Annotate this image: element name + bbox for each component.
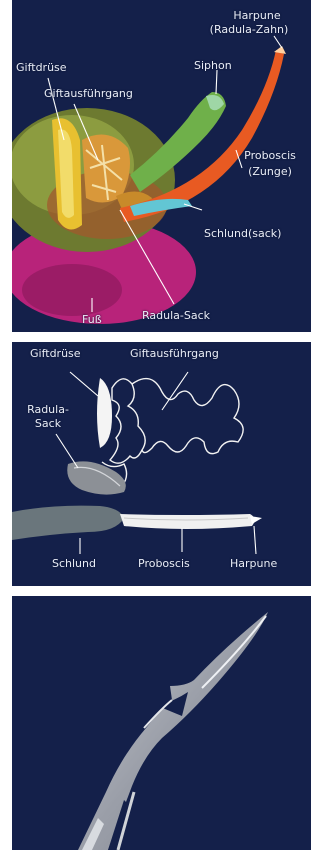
label-radula-2: Radula- — [27, 403, 69, 416]
venom-duct-shape — [82, 134, 130, 203]
proboscis-outline — [120, 514, 255, 529]
label-harpune-2: Harpune — [230, 557, 278, 570]
label-giftausfuehrgang-2: Giftausführgang — [130, 347, 219, 360]
anatomy-illustration — [12, 35, 286, 324]
harpoon-barb-notch — [158, 692, 188, 716]
label-sack-2: Sack — [34, 417, 62, 430]
harpoon-shaft — [78, 612, 268, 850]
dissection-outline-panel: Giftdrüse Giftausführgang Radula- Sack S… — [12, 342, 311, 586]
harpoon-micrograph-panel — [12, 596, 311, 850]
harpoon-micrograph — [78, 612, 268, 850]
label-giftausfuehrgang: Giftausführgang — [44, 87, 133, 100]
label-radula-sack: Radula-Sack — [142, 309, 211, 322]
label-zunge: (Zunge) — [248, 165, 292, 178]
label-proboscis-2: Proboscis — [138, 557, 190, 570]
label-schlundsack: Schlund(sack) — [204, 227, 282, 240]
schlund-shape — [130, 198, 192, 216]
label-siphon: Siphon — [194, 59, 232, 72]
label-harpune: Harpune — [233, 9, 281, 22]
label-giftdruese: Giftdrüse — [16, 61, 67, 74]
venom-gland-outline — [97, 378, 112, 448]
schlund-outline — [12, 505, 124, 540]
label-schlund-2: Schlund — [52, 557, 96, 570]
radula-sack-outline — [67, 461, 126, 495]
label-giftdruese-2: Giftdrüse — [30, 347, 81, 360]
dissection-illustration — [12, 371, 262, 555]
anatomy-render-panel: Harpune (Radula-Zahn) Siphon Giftdrüse G… — [12, 0, 311, 332]
label-proboscis: Proboscis — [244, 149, 296, 162]
label-radula-zahn: (Radula-Zahn) — [209, 23, 289, 36]
label-fuss: Fuß — [82, 313, 102, 326]
venom-duct-outline — [108, 377, 244, 464]
siphon-shape — [130, 92, 226, 192]
